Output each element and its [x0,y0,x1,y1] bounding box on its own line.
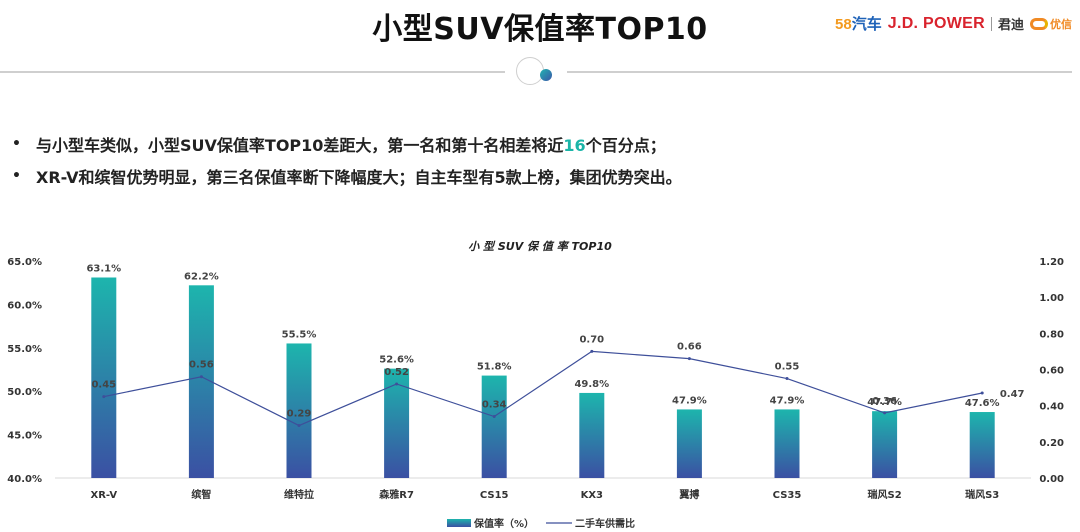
logo-youxin: 优信 [1030,16,1072,32]
line-point [590,350,593,353]
line-point [298,424,301,427]
x-tick-label: CS15 [480,490,509,501]
bullet-text: 与小型车类似，小型SUV保值率TOP10差距大，第一名和第十名相差将近16个百分… [36,132,666,156]
bar [775,409,800,478]
bullet-list: • 与小型车类似，小型SUV保值率TOP10差距大，第一名和第十名相差将近16个… [12,128,682,192]
youxin-mark-icon [1030,18,1048,30]
x-tick-label: KX3 [581,490,603,501]
combo-chart: 小 型 SUV 保 值 率 TOP10 40.0% 45.0% 50.0% 55.0% 6… [0,232,1080,532]
line-point [200,375,203,378]
bar-value-label: 47.9% [672,395,707,406]
x-tick-label: XR-V [91,490,118,501]
line-value-label: 0.55 [775,362,800,373]
bar-value-label: 62.2% [184,271,219,282]
partner-logos: 58汽车 J.D. POWER 君迪 优信 [835,13,1072,34]
logo-jundi: 君迪 [998,14,1024,33]
line-point [981,392,984,395]
bullet-marker: • [12,136,36,152]
line-point [395,382,398,385]
y-right-tick-label: 0.60 [1039,366,1064,377]
divider-dot-icon [540,69,552,81]
line-value-label: 0.45 [91,380,116,391]
bar-value-label: 49.8% [574,379,609,390]
x-tick-label: 瑞风S2 [868,488,902,501]
line-point [493,415,496,418]
line-value-label: 0.47 [1000,389,1025,400]
x-tick-label: 瑞风S3 [965,488,999,501]
y-left-tick-label: 45.0% [7,431,42,442]
y-left-tick-label: 50.0% [7,387,42,398]
bar-value-label: 52.6% [379,355,414,366]
line-point [883,411,886,414]
bar-value-label: 55.5% [282,329,317,340]
bullet-item: • 与小型车类似，小型SUV保值率TOP10差距大，第一名和第十名相差将近16个… [12,128,682,160]
x-tick-label: 森雅R7 [378,488,414,501]
y-right-tick-label: 0.80 [1039,329,1064,340]
x-tick-label: CS35 [773,490,802,501]
bar-value-label: 63.1% [86,263,121,274]
y-left-tick-label: 55.0% [7,344,42,355]
line-value-label: 0.36 [872,396,897,407]
bullet-text: XR-V和缤智优势明显，第三名保值率断下降幅度大；自主车型有5款上榜，集团优势突… [36,164,682,188]
bar [970,412,995,478]
bar [482,376,507,478]
line-series [104,351,982,425]
logo-separator [991,17,992,31]
line-value-label: 0.34 [482,400,507,411]
bar [872,411,897,478]
bullet-marker: • [12,168,36,184]
bar [91,277,116,478]
bar-value-label: 51.8% [477,362,512,373]
bar-value-label: 47.9% [770,395,805,406]
bar [579,393,604,478]
logo-58-auto: 58汽车 [835,13,882,34]
legend-line-label: 二手车供需比 [575,517,635,530]
chart-title: 小 型 SUV 保 值 率 TOP10 [468,240,612,253]
bar [677,409,702,478]
divider-right [567,71,1072,73]
line-value-label: 0.66 [677,342,702,353]
legend-bar-label: 保值率（%） [473,517,534,530]
bullet-item: • XR-V和缤智优势明显，第三名保值率断下降幅度大；自主车型有5款上榜，集团优… [12,160,682,192]
x-tick-label: 翼搏 [678,488,699,501]
x-tick-label: 缤智 [191,488,211,501]
y-right-tick-label: 1.20 [1039,257,1064,268]
y-left-tick-label: 40.0% [7,474,42,485]
divider-left [0,71,505,73]
y-right-tick-label: 0.20 [1039,438,1064,449]
line-point [688,357,691,360]
line-point [102,395,105,398]
x-tick-label: 维特拉 [284,488,314,501]
line-value-label: 0.29 [287,409,312,420]
y-left-tick-label: 60.0% [7,300,42,311]
y-left-tick-label: 65.0% [7,257,42,268]
line-value-label: 0.52 [384,367,409,378]
line-value-label: 0.56 [189,360,214,371]
legend-bar-swatch [447,519,471,527]
line-value-label: 0.70 [579,334,604,345]
logo-jd-power: J.D. POWER [888,15,985,33]
y-right-tick-label: 1.00 [1039,293,1064,304]
y-right-tick-label: 0.00 [1039,474,1064,485]
line-point [786,377,789,380]
divider-circle-icon [516,57,544,85]
y-right-tick-label: 0.40 [1039,402,1064,413]
bar-value-label: 47.6% [965,398,1000,409]
